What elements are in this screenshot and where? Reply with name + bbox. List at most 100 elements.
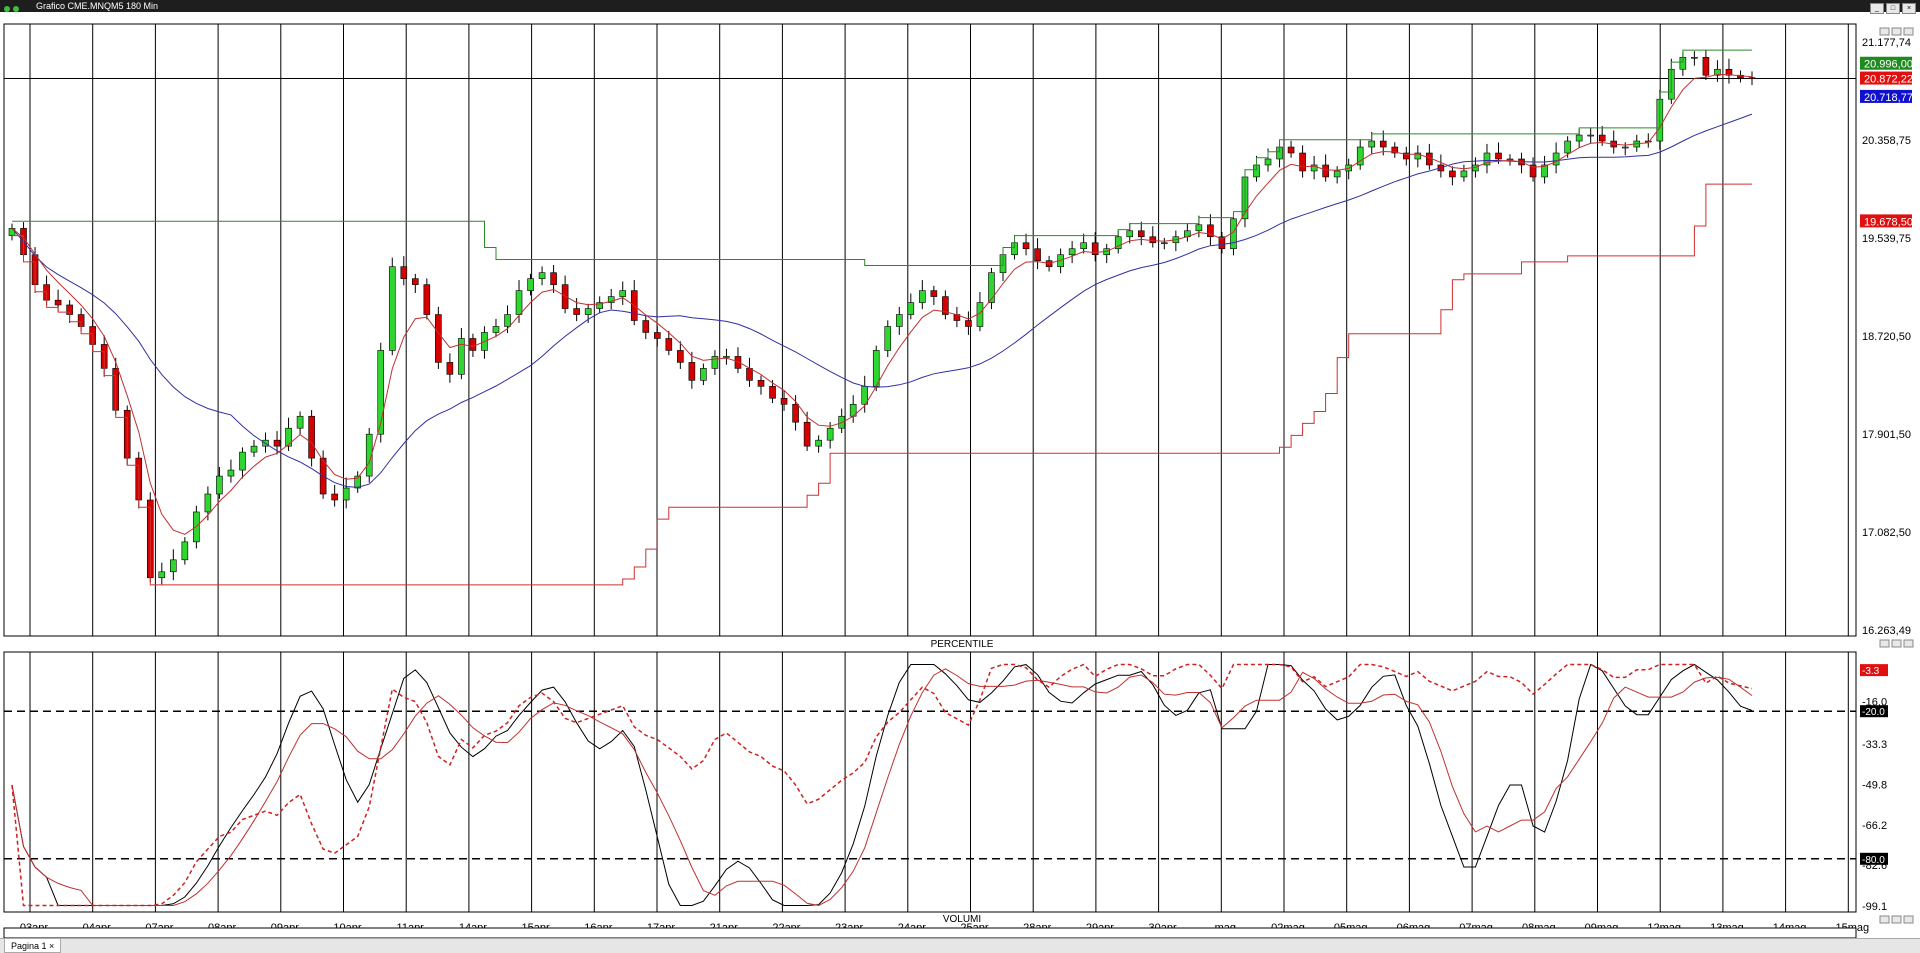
price-tag [1860,214,1912,228]
pane-control-button [1891,27,1902,36]
candle-body [780,397,788,405]
moving-average-fast-line [11,73,1753,535]
candle-body [423,284,431,315]
maximize-button[interactable]: □ [1886,3,1900,14]
candle-body [446,362,454,375]
candle-body [492,326,500,333]
chart-area[interactable]: 21.177,74 20.358,75 19.539,75 18.720,50 17.9… [0,12,1920,938]
candle-body [711,356,719,369]
candle-body [538,272,546,279]
price-tick-label: 17.901,50 [1862,429,1911,441]
percentile-tick-label: -99.1 [1862,901,1887,913]
price-pane[interactable]: 21.177,74 20.358,75 19.539,75 18.720,50 17.9… [3,23,1914,924]
candle-body [1068,248,1076,256]
candle-body [1091,242,1099,256]
candle-body [170,559,177,573]
candle-body [665,338,673,351]
candle-body [757,380,765,387]
volume-pane[interactable] [3,927,1857,938]
candle-body [1748,77,1756,79]
candle-body [158,571,166,579]
percentile-long-line [11,663,1753,907]
percentile-tag [1860,705,1888,718]
candle-body [734,356,742,369]
candle-body [700,368,707,381]
candle-body [1541,164,1548,178]
price-tick-label: 17.082,50 [1862,527,1911,539]
moving-average-slow-line [11,113,1753,488]
price-tick-label: 21.177,74 [1862,37,1911,49]
candle-body [1322,164,1329,178]
candle-body [988,272,995,303]
candle-body [239,451,246,471]
candle-body [377,350,385,435]
close-tab-icon[interactable]: × [49,941,55,951]
candle-body [331,493,338,501]
candle-body [1287,146,1295,154]
percentile-signal-line [11,668,1753,907]
candle-body [469,338,477,351]
candle-body [1126,230,1134,238]
candle-body [204,493,212,513]
pane-control-button [1903,639,1914,648]
candle-body [354,475,361,489]
candle-body [1552,152,1560,166]
candle-body [1161,242,1168,245]
candle-body [942,296,949,315]
candle-body [723,356,730,358]
candle-body [181,541,189,561]
price-pane-frame [3,23,1857,637]
candle-body [227,469,235,477]
candle-body [1587,134,1594,137]
candle-body [504,314,511,327]
candle-body [1218,236,1226,250]
percentile-tick-label: -33.3 [1862,739,1887,751]
candle-body [1114,236,1122,250]
candle-body [1403,152,1410,160]
candle-body [1564,140,1571,154]
candle-body [803,421,811,447]
candle-body [1598,134,1606,142]
candle-body [688,362,696,381]
candle-body [884,326,892,351]
pane-control-button [1879,915,1890,924]
percentile-pane-title: PERCENTILE [931,639,994,650]
candle-body [365,433,373,477]
candle-body [907,302,915,315]
candle-body [746,368,753,381]
candle-body [619,290,627,297]
candle-body [1299,152,1306,172]
candle-body [1702,56,1710,76]
status-dot-icon [4,6,10,12]
candle-body [250,445,258,453]
candle-body [216,475,223,495]
candle-body [1022,242,1030,250]
candle-body [400,266,408,279]
percentile-tag [1860,664,1888,677]
percentile-tick-label: -49.8 [1862,780,1887,792]
price-tag-label: 20.718,77 [1864,92,1913,104]
candle-body [1379,140,1387,148]
price-tick-label: 18.720,50 [1862,331,1911,343]
candle-body [1495,152,1502,160]
candle-body [1310,164,1318,172]
candle-body [872,350,880,387]
candle-body [769,386,776,399]
close-button[interactable]: × [1902,3,1916,14]
candle-body [1714,68,1721,76]
candle-body [1483,152,1491,166]
price-tick-label: 19.539,75 [1862,233,1911,245]
candle-body [965,320,972,327]
candle-body [607,296,615,303]
candle-body [584,308,592,315]
pane-control-button [1891,639,1902,648]
percentile-pane-frame [3,651,1857,913]
volume-pane-frame [3,927,1857,938]
tab-pagina-1[interactable]: Pagina 1 × [4,939,62,953]
price-tag-label: 19.678,50 [1864,216,1913,228]
pane-control-button [1879,27,1890,36]
percentile-pane[interactable]: 03apr04apr07apr08apr09apr10apr11apr14apr… [3,651,1888,934]
minimize-button[interactable]: _ [1870,3,1884,14]
candle-body [1575,134,1583,142]
candle-body [273,439,281,447]
